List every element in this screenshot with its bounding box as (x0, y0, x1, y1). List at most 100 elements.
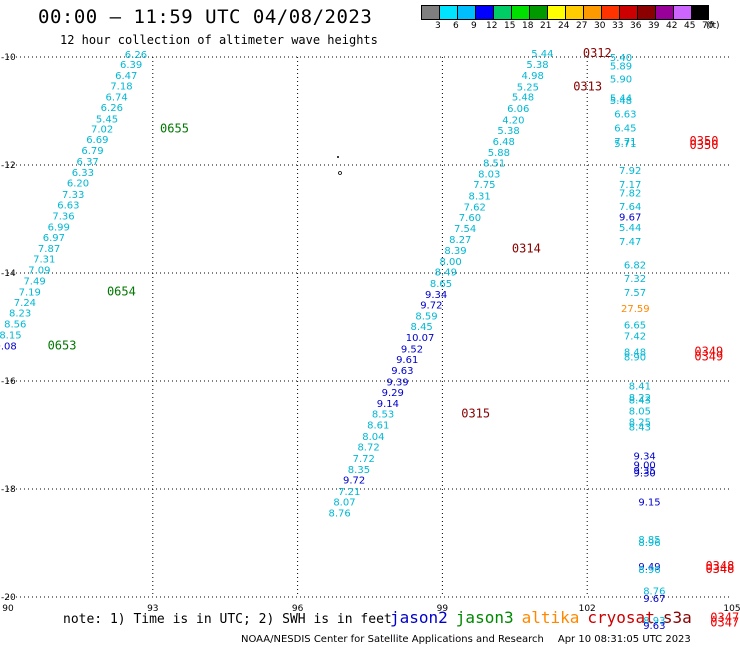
orbit-time-label: 0655 (160, 122, 189, 136)
wave-height-label: 6.65 (624, 321, 646, 332)
wave-height-label: 5.48 (610, 96, 632, 107)
wave-height-label: 8.35 (348, 465, 370, 476)
wave-height-label: 5.48 (512, 93, 534, 104)
wave-height-label: 8.76 (328, 509, 350, 520)
y-tick-label: -16 (1, 377, 16, 387)
wave-height-label: 7.19 (19, 288, 41, 299)
y-tick-label: -18 (1, 485, 16, 495)
color-swatch (565, 5, 583, 20)
color-scale-label: 36 (630, 21, 642, 31)
wave-height-label: 6.47 (115, 71, 137, 82)
color-scale-label: 42 (666, 21, 678, 31)
wave-height-label: 7.54 (454, 224, 476, 235)
wave-height-label: 6.20 (67, 179, 89, 190)
wave-height-label: 9.39 (386, 377, 408, 388)
wave-height-label: 8.65 (430, 279, 452, 290)
color-scale-label: 21 (540, 21, 552, 31)
wave-height-label: 8.31 (468, 192, 490, 203)
color-scale-label: 6 (453, 21, 459, 31)
wave-height-label: 7.75 (473, 180, 495, 191)
satellite-legend-s3a: s3a (662, 608, 692, 627)
orbit-time-label: 0348 (705, 559, 734, 573)
wave-height-label: 7.36 (52, 212, 74, 223)
color-swatch (583, 5, 601, 20)
orbit-time-label: 0314 (512, 241, 541, 255)
wave-height-label: 9.34 (634, 451, 656, 462)
wave-height-label: 8.61 (367, 421, 389, 432)
satellite-legend-cryosat: cryosat (587, 608, 655, 627)
color-scale-label: 45 (684, 21, 696, 31)
orbit-time-label: 0349 (694, 349, 723, 363)
wave-height-label: 9.34 (425, 290, 447, 301)
color-swatch (493, 5, 511, 20)
wave-height-label: 9.49 (638, 562, 660, 573)
color-scale-label: 3 (435, 21, 441, 31)
x-tick-label: 99 (437, 604, 449, 614)
wave-height-label: 7.33 (62, 190, 84, 201)
wave-height-label: 9.00 (634, 460, 656, 471)
wave-height-label: 5.38 (526, 60, 548, 71)
orbit-time-label: 0347 (710, 610, 739, 624)
x-tick-label: 96 (292, 604, 304, 614)
wave-height-label: 8.72 (357, 443, 379, 454)
orbit-time-label: 0312 (583, 46, 612, 60)
wave-height-label: 8.27 (449, 235, 471, 246)
wave-height-label: 7.71 (614, 137, 636, 148)
wave-height-label: 5.89 (610, 61, 632, 72)
satellite-legend: jason2 jason3 altika cryosat s3a (390, 608, 700, 627)
color-scale-label: 12 (486, 21, 498, 31)
color-swatch (421, 5, 439, 20)
wave-height-label: 8.04 (362, 432, 384, 443)
color-scale-label: 18 (522, 21, 534, 31)
wave-height-label: 7.47 (619, 237, 641, 248)
wave-height-label: 8.45 (411, 322, 433, 333)
wave-height-label: 8.85 (638, 535, 660, 546)
wave-height-label: 7.02 (91, 125, 113, 136)
wave-height-label: 6.99 (48, 222, 70, 233)
wave-height-label: 6.63 (57, 201, 79, 212)
x-tick-label: 90 (2, 604, 14, 614)
wave-height-label: 6.26 (101, 103, 123, 114)
color-scale-label: 27 (576, 21, 588, 31)
footer-credit: NOAA/NESDIS Center for Satellite Applica… (241, 634, 691, 645)
wave-height-label: 7.32 (624, 274, 646, 285)
wave-height-label: 8.39 (444, 246, 466, 257)
wave-height-label: 6.74 (105, 93, 127, 104)
orbit-time-label: 0350 (690, 138, 719, 152)
wave-height-label: 7.57 (624, 288, 646, 299)
wave-height-label: 8.23 (9, 309, 31, 320)
wave-height-label: 8.25 (629, 417, 651, 428)
wave-height-label: 7.31 (33, 255, 55, 266)
color-scale-label: 15 (504, 21, 516, 31)
wave-height-label: 6.48 (493, 137, 515, 148)
orbit-time-label: 0348 (705, 562, 734, 576)
wave-height-label: 8.48 (624, 348, 646, 359)
wave-height-label: 5.88 (488, 148, 510, 159)
wave-height-label: 8.49 (435, 268, 457, 279)
wave-height-label: 9.67 (619, 213, 641, 224)
wave-height-label: 8.43 (629, 396, 651, 407)
color-swatch (439, 5, 457, 20)
color-swatch (637, 5, 655, 20)
wave-height-label: 7.92 (619, 166, 641, 177)
wave-height-label: 6.39 (120, 60, 142, 71)
orbit-time-label: 0654 (107, 285, 136, 299)
wave-height-label: 9.14 (377, 399, 399, 410)
orbit-time-label: 0653 (48, 339, 77, 353)
y-tick-label: -12 (1, 161, 16, 171)
wave-height-label: 6.45 (614, 124, 636, 135)
wave-height-label: 7.21 (338, 487, 360, 498)
color-scale-labels: 3 6 9 12 15 18 21 24 27 30 33 36 39 42 45 70 (421, 21, 740, 35)
color-scale-label: 30 (594, 21, 606, 31)
color-swatch (601, 5, 619, 20)
color-swatch (673, 5, 691, 20)
wave-height-label: 5.25 (517, 82, 539, 93)
wave-height-label: 6.79 (81, 146, 103, 157)
color-swatch (619, 5, 637, 20)
wave-height-label: 4.20 (502, 115, 524, 126)
wave-height-label: 9.72 (420, 301, 442, 312)
wave-height-label: 7.24 (14, 298, 36, 309)
footer-note: note: 1) Time is in UTC; 2) SWH is in fe… (63, 612, 392, 627)
color-scale-bar (421, 5, 709, 20)
wave-height-label: 10.07 (406, 333, 435, 344)
